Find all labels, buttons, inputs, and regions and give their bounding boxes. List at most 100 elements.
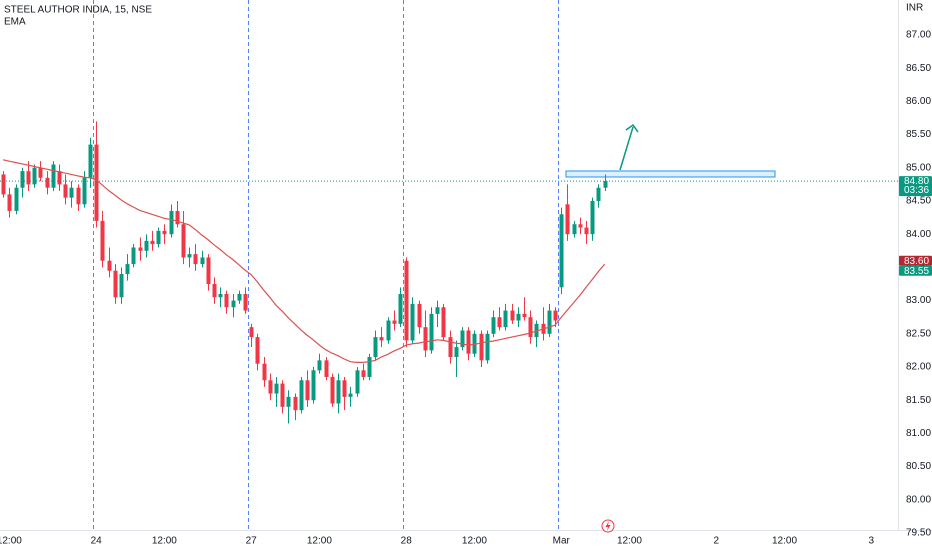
candle-body [218, 293, 223, 298]
candle-body [7, 194, 12, 211]
candle-body [51, 164, 56, 188]
candle-body [169, 210, 174, 235]
candle-body [472, 333, 477, 354]
candle-body [57, 171, 62, 185]
plot-area [0, 0, 898, 530]
candle-body [249, 327, 254, 338]
candle-body [603, 181, 608, 188]
candle-body [20, 171, 25, 188]
x-tick-label: 12:00 [152, 536, 177, 547]
candle-body [231, 300, 236, 308]
candle-body [510, 310, 515, 321]
x-tick-label: 3 [869, 536, 875, 547]
candle-body [342, 380, 347, 397]
candle-body [578, 224, 583, 228]
candle-body [45, 177, 50, 188]
y-tick-label: 81.50 [906, 395, 931, 406]
candle-body [522, 313, 527, 318]
candle-body [448, 337, 453, 358]
candle-body [429, 313, 434, 351]
candle-body [367, 357, 372, 377]
candle-body [181, 224, 186, 258]
candle-body [423, 327, 428, 351]
candle-body [63, 184, 68, 198]
candle-body [107, 260, 112, 271]
price-label-box [899, 265, 932, 276]
rectangle-drawing[interactable] [565, 170, 776, 178]
candle-body [460, 330, 465, 348]
candle-body [237, 293, 242, 301]
event-bolt [605, 521, 611, 531]
candle-body [410, 303, 415, 341]
candle-body [69, 187, 74, 198]
candle-body [348, 393, 353, 397]
candle-body [268, 380, 273, 394]
candle-body [559, 214, 564, 288]
candle-body [547, 310, 552, 334]
candle-body [100, 220, 105, 261]
arrow-drawing[interactable] [619, 123, 639, 171]
price-label: 83.60 [904, 256, 929, 267]
candle-body [131, 247, 136, 265]
y-tick-label: 84.50 [906, 196, 931, 207]
candle-body [156, 230, 161, 245]
candle-body [596, 187, 601, 201]
candle-body [317, 360, 322, 371]
candle-body [454, 347, 459, 358]
y-tick-label: 83.00 [906, 295, 931, 306]
candle-body [280, 383, 285, 407]
candle-body [305, 380, 310, 401]
x-tick-label: 28 [401, 536, 413, 547]
candle-body [14, 187, 19, 211]
candle-body [404, 260, 409, 341]
y-tick-label: 82.50 [906, 328, 931, 339]
candle-body [491, 317, 496, 334]
indicator-legend: EMA [4, 17, 26, 28]
y-tick-label: 80.50 [906, 461, 931, 472]
candle-body [193, 254, 198, 265]
arrow-shaft [619, 126, 634, 171]
candle-body [255, 337, 260, 364]
candle-body [516, 313, 521, 321]
candle-body [125, 264, 130, 275]
y-tick-label: 80.00 [906, 494, 931, 505]
x-tick-label: 12:00 [0, 536, 22, 547]
y-tick-label: 79.50 [906, 528, 931, 539]
candle-body [373, 337, 378, 358]
candle-body [82, 177, 87, 205]
candle-body [441, 307, 446, 338]
candle-body [162, 230, 167, 235]
candle-body [119, 274, 124, 298]
event-icon[interactable] [601, 519, 615, 533]
y-tick-label: 85.50 [906, 129, 931, 140]
candle-body [262, 363, 267, 381]
x-tick-label: 12:00 [617, 536, 642, 547]
candle-body [553, 310, 558, 321]
price-countdown: 03:36 [904, 185, 929, 196]
candle-body [361, 370, 366, 377]
candle-body [138, 247, 143, 251]
candle-body [144, 240, 149, 251]
x-tick-label: 27 [246, 536, 258, 547]
y-tick-label: 82.00 [906, 362, 931, 373]
x-tick-label: 12:00 [462, 536, 487, 547]
candle-body [32, 167, 37, 185]
candle-body [299, 380, 304, 411]
y-tick-label: 84.00 [906, 229, 931, 240]
candle-body [26, 171, 31, 185]
candle-body [206, 257, 211, 284]
candle-body [286, 396, 291, 407]
y-tick-label: 86.50 [906, 63, 931, 74]
candle-body [224, 293, 229, 308]
candle-body [590, 201, 595, 235]
x-tick-label: Mar [553, 536, 571, 547]
candle-body [528, 317, 533, 338]
candle-body [113, 270, 118, 298]
candle-body [503, 310, 508, 328]
candle-body [336, 380, 341, 404]
candle-body [88, 144, 93, 178]
y-tick-label: 85.00 [906, 162, 931, 173]
x-tick-label: 12:00 [772, 536, 797, 547]
price-label: 83.55 [904, 266, 929, 277]
